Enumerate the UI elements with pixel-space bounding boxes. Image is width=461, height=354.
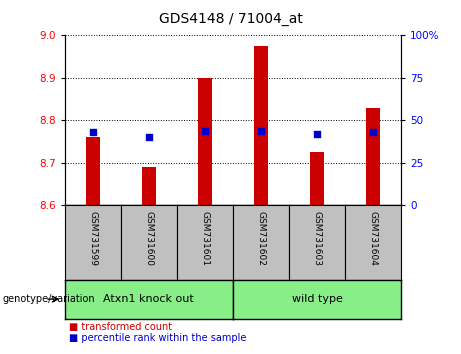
Bar (310, 152, 324, 205)
Bar (198, 78, 212, 205)
Bar (366, 108, 380, 205)
Text: GSM731599: GSM731599 (88, 211, 97, 266)
Point (257, 128, 265, 133)
Bar (86, 137, 100, 205)
Text: GSM731601: GSM731601 (200, 211, 209, 266)
Point (201, 128, 208, 133)
Bar (254, 46, 268, 205)
Text: GSM731603: GSM731603 (313, 211, 321, 266)
Text: ■ transformed count: ■ transformed count (69, 322, 172, 332)
Text: wild type: wild type (291, 294, 343, 304)
Text: GSM731600: GSM731600 (144, 211, 153, 266)
Text: GSM731604: GSM731604 (368, 211, 378, 266)
Point (313, 131, 321, 137)
Point (89, 130, 96, 135)
Text: Atxn1 knock out: Atxn1 knock out (103, 294, 194, 304)
Text: ■ percentile rank within the sample: ■ percentile rank within the sample (69, 333, 247, 343)
Point (145, 135, 152, 140)
Bar (142, 167, 156, 205)
Text: genotype/variation: genotype/variation (2, 294, 95, 304)
Point (369, 130, 377, 135)
Text: GDS4148 / 71004_at: GDS4148 / 71004_at (159, 12, 302, 27)
Text: GSM731602: GSM731602 (256, 211, 266, 266)
